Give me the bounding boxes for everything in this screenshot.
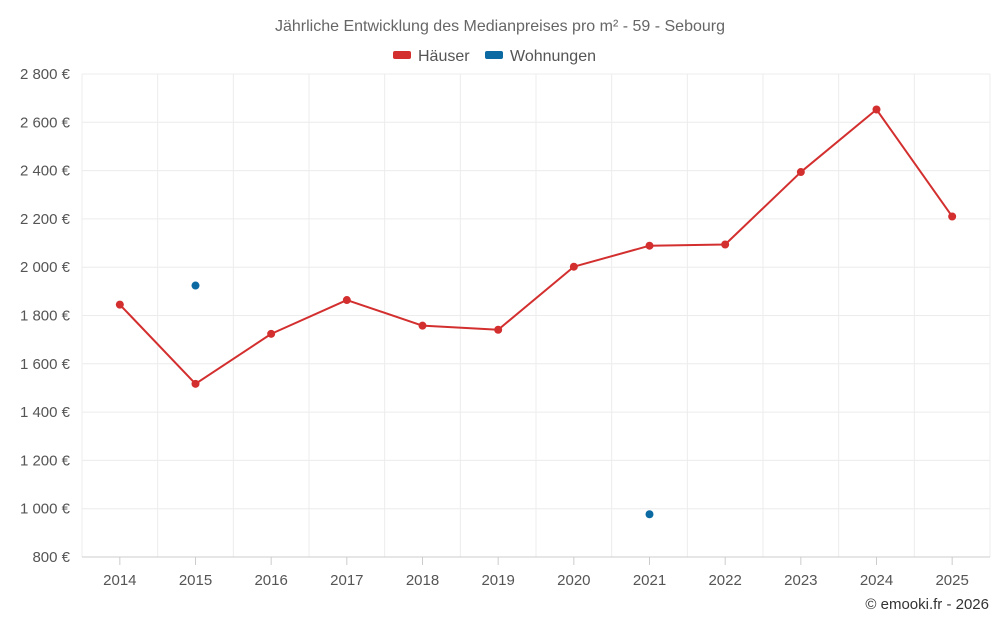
x-tick-label: 2014 bbox=[103, 572, 136, 589]
x-tick-label: 2018 bbox=[406, 572, 439, 589]
y-tick-label: 1 600 € bbox=[20, 356, 71, 373]
x-tick-label: 2022 bbox=[708, 572, 741, 589]
data-point-haeuser[interactable] bbox=[267, 329, 276, 338]
y-tick-label: 2 400 € bbox=[20, 163, 71, 180]
x-tick-label: 2015 bbox=[179, 572, 212, 589]
chart-title: Jährliche Entwicklung des Medianpreises … bbox=[275, 18, 725, 35]
y-tick-label: 800 € bbox=[32, 549, 70, 566]
x-tick-label: 2025 bbox=[935, 572, 968, 589]
series-line-haeuser bbox=[119, 108, 953, 385]
data-point-wohnungen[interactable] bbox=[645, 510, 654, 519]
data-point-haeuser[interactable] bbox=[494, 325, 503, 334]
data-point-haeuser[interactable] bbox=[948, 212, 957, 221]
data-point-haeuser[interactable] bbox=[796, 168, 805, 177]
x-tick-label: 2017 bbox=[330, 572, 363, 589]
x-tick-label: 2021 bbox=[633, 572, 666, 589]
x-tick-label: 2024 bbox=[860, 572, 893, 589]
data-point-wohnungen[interactable] bbox=[191, 281, 200, 290]
x-tick-label: 2023 bbox=[784, 572, 817, 589]
data-point-haeuser[interactable] bbox=[645, 241, 654, 250]
x-tick-label: 2019 bbox=[481, 572, 514, 589]
credit-text: © emooki.fr - 2026 bbox=[865, 596, 989, 613]
y-tick-label: 2 200 € bbox=[20, 211, 71, 228]
x-tick-label: 2020 bbox=[557, 572, 590, 589]
axes: 800 € 1 000 € 1 200 € 1 400 € 1 600 € 1 800 €… bbox=[20, 66, 990, 589]
legend-swatch-wohnungen bbox=[485, 51, 503, 59]
y-tick-label: 1 400 € bbox=[20, 404, 71, 421]
y-tick-label: 2 000 € bbox=[20, 259, 71, 276]
data-point-haeuser[interactable] bbox=[418, 321, 427, 330]
data-point-haeuser[interactable] bbox=[721, 240, 730, 249]
x-tick-label: 2016 bbox=[254, 572, 287, 589]
legend-label-wohnungen: Wohnungen bbox=[510, 48, 596, 65]
data-point-haeuser[interactable] bbox=[191, 379, 200, 388]
y-tick-label: 2 800 € bbox=[20, 66, 71, 83]
y-tick-label: 1 800 € bbox=[20, 308, 71, 325]
legend: Häuser Wohnungen bbox=[393, 48, 596, 65]
y-tick-label: 1 000 € bbox=[20, 501, 71, 518]
data-point-haeuser[interactable] bbox=[872, 105, 881, 114]
legend-item-haeuser[interactable]: Häuser bbox=[393, 48, 470, 65]
data-point-haeuser[interactable] bbox=[342, 296, 351, 305]
legend-swatch-haeuser bbox=[393, 51, 411, 59]
data-point-haeuser[interactable] bbox=[115, 300, 124, 309]
legend-label-haeuser: Häuser bbox=[418, 48, 470, 65]
data-point-haeuser[interactable] bbox=[569, 262, 578, 271]
grid bbox=[81, 73, 991, 558]
y-tick-label: 2 600 € bbox=[20, 114, 71, 131]
series bbox=[115, 105, 957, 519]
legend-item-wohnungen[interactable]: Wohnungen bbox=[485, 48, 596, 65]
y-tick-label: 1 200 € bbox=[20, 452, 71, 469]
